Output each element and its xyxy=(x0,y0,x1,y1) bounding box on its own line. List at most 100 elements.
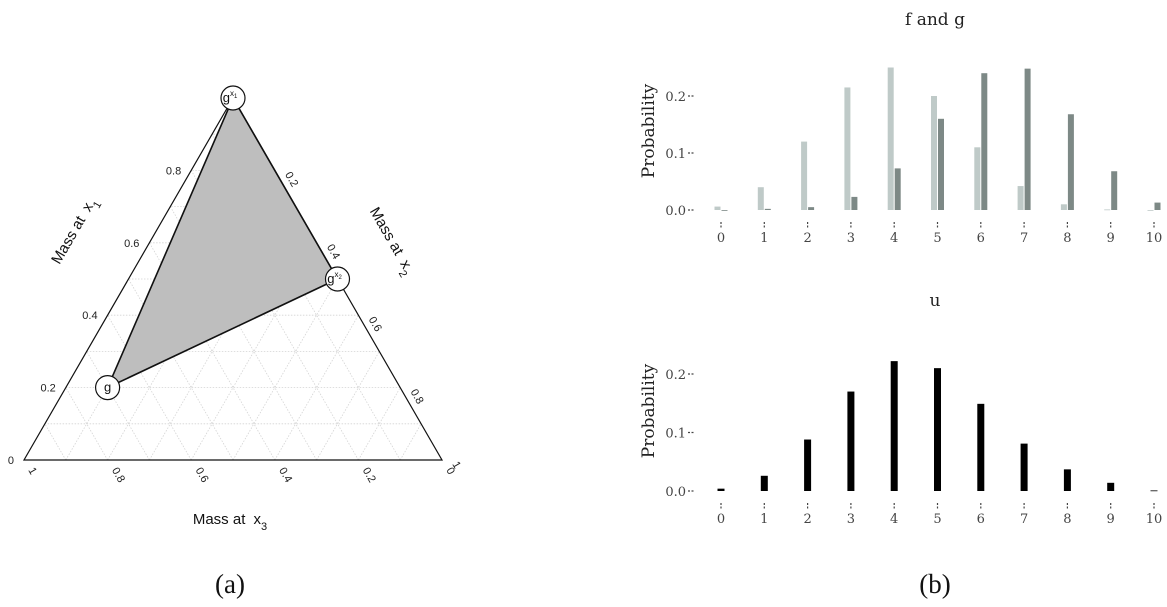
left-axis-title: Mass at x1 xyxy=(48,194,104,269)
x-tick-label: 3 xyxy=(847,512,855,527)
bar xyxy=(714,206,721,210)
y-tick-label: 0.0 xyxy=(665,204,686,219)
gridline xyxy=(232,278,338,461)
ternary-diagram: 0 0.2 0.4 0.6 0.8 0.2 0.4 0.6 0.8 1 1 0.8 0.6 0.4 0.2 0… xyxy=(8,85,463,599)
bar xyxy=(1150,490,1158,492)
y-tick-label: 0.1 xyxy=(665,147,686,162)
bar xyxy=(851,196,858,210)
y-tick-labels: 0.0 0.1 0.2 xyxy=(665,368,694,500)
bar xyxy=(1020,443,1028,491)
left-tick-label: 0.2 xyxy=(41,383,56,395)
ternary-points: gx1 gx2 g xyxy=(94,85,351,401)
left-tick-label: 0.4 xyxy=(82,310,97,322)
gridline xyxy=(65,387,108,461)
gridline xyxy=(44,423,67,461)
x-tick-label: 5 xyxy=(933,231,941,246)
x-tick-label: 5 xyxy=(933,512,941,527)
x-tick-label: 8 xyxy=(1063,512,1071,527)
point-circle xyxy=(324,266,351,292)
x-tick-label: 9 xyxy=(1107,512,1115,527)
x-tick-label: 0 xyxy=(717,512,725,527)
x-tick-label: 7 xyxy=(1020,512,1028,527)
chart-u: u Probability 0.0 0.1 0.2 0 1 2 3 4 5 6 7 8 9 10 xyxy=(639,291,1162,527)
bar xyxy=(801,141,808,210)
left-tick-label: 0 xyxy=(8,455,14,467)
bar xyxy=(1111,171,1118,210)
x-tick-label: 6 xyxy=(977,512,985,527)
y-axis-label: Probability xyxy=(639,83,659,178)
bottom-tick-label: 1 xyxy=(25,466,38,477)
bar xyxy=(1147,210,1154,211)
point-circle xyxy=(220,85,246,111)
x-tick-label: 10 xyxy=(1146,512,1163,527)
point-marker: g xyxy=(94,375,121,401)
bar xyxy=(974,147,981,210)
bar xyxy=(757,187,764,210)
bars xyxy=(717,361,1158,492)
left-tick-label: 0.6 xyxy=(124,238,139,250)
bar xyxy=(938,118,944,210)
bar xyxy=(847,391,855,491)
bar xyxy=(844,87,851,210)
x-tick-label: 10 xyxy=(1146,231,1163,246)
chart-title: f and g xyxy=(905,10,965,30)
gridline xyxy=(399,423,422,461)
x-tick-label: 1 xyxy=(760,512,768,527)
bar xyxy=(887,67,894,210)
bar xyxy=(1060,204,1067,210)
bar xyxy=(1063,469,1071,491)
bottom-axis-title: Mass at x3 xyxy=(193,511,267,533)
x-tick-label: 8 xyxy=(1063,231,1071,246)
x-tick-label: 7 xyxy=(1020,231,1028,246)
x-tick-label: 9 xyxy=(1107,231,1115,246)
y-tick-label: 0.1 xyxy=(665,427,686,442)
point-circle xyxy=(94,375,121,401)
y-tick-label: 0.2 xyxy=(665,90,686,105)
right-tick-label: 1 xyxy=(449,460,462,471)
x-tick-label: 1 xyxy=(760,231,768,246)
bar xyxy=(934,368,941,491)
bar xyxy=(894,168,901,210)
bar xyxy=(1154,202,1161,210)
bar xyxy=(1017,186,1024,210)
right-tick-label: 0.6 xyxy=(366,315,384,334)
x-tick-label: 2 xyxy=(803,512,811,527)
x-tick-label: 4 xyxy=(890,231,898,246)
bottom-tick-label: 0.2 xyxy=(360,466,378,485)
bottom-tick-label: 0.6 xyxy=(193,466,211,485)
point-label: g xyxy=(104,380,111,395)
bar xyxy=(760,475,768,491)
bar xyxy=(808,207,815,210)
bar xyxy=(764,208,771,210)
panel-b-caption: (b) xyxy=(919,569,950,599)
gridline xyxy=(107,315,192,461)
y-tick-label: 0.2 xyxy=(665,368,686,383)
x-tick-labels: 0 1 2 3 4 5 6 7 8 9 10 xyxy=(717,222,1162,246)
point-label: gx1 xyxy=(223,89,238,105)
right-tick-label: 0.4 xyxy=(324,242,342,261)
bar xyxy=(717,488,725,491)
right-tick-label: 0.8 xyxy=(408,387,426,406)
panel-a-caption: (a) xyxy=(215,569,245,599)
left-tick-label: 0.8 xyxy=(166,165,181,177)
right-tick-label: 0.2 xyxy=(282,170,300,189)
x-tick-label: 6 xyxy=(977,231,985,246)
bar xyxy=(721,210,728,211)
bar xyxy=(1104,209,1111,211)
chart-title: u xyxy=(930,291,941,311)
y-tick-labels: 0.0 0.1 0.2 xyxy=(665,90,694,219)
y-axis-label: Probability xyxy=(639,363,659,458)
right-axis-title: Mass at x2 xyxy=(362,204,418,279)
x-tick-label: 4 xyxy=(890,512,898,527)
bar xyxy=(804,439,812,491)
bar xyxy=(931,96,937,210)
convex-hull-region xyxy=(106,96,339,390)
point-marker: gx2 xyxy=(324,266,351,292)
bottom-tick-label: 0 xyxy=(443,466,456,477)
gridline xyxy=(316,351,380,461)
gridline xyxy=(358,387,401,461)
x-tick-label: 2 xyxy=(803,231,811,246)
gridline xyxy=(274,315,359,461)
bar xyxy=(977,403,985,491)
